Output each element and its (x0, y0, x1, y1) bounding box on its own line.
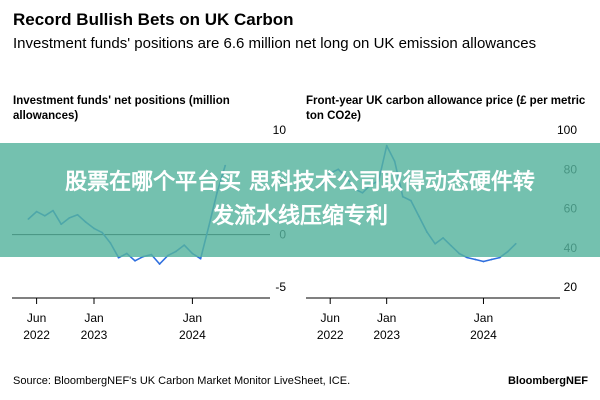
right-y-tick-label: 20 (564, 280, 578, 294)
left-x-tick-year: 2022 (23, 328, 50, 342)
left-x-tick-year: 2024 (179, 328, 206, 342)
right-x-tick-month: Jan (474, 311, 493, 325)
right-x-tick-month: Jun (321, 311, 340, 325)
left-data-point (134, 259, 136, 262)
left-data-point (158, 263, 161, 265)
left-x-tick-month: Jun (27, 311, 46, 325)
right-data-point (482, 260, 485, 263)
overlay-banner (0, 143, 600, 257)
chart-title: Record Bullish Bets on UK Carbon (13, 10, 294, 29)
right-panel-title: Front-year UK carbon allowance price (£ … (306, 95, 586, 122)
left-data-point (199, 257, 202, 260)
overlay-line-2: 发流水线压缩专利 (211, 204, 388, 229)
left-x-tick-month: Jan (183, 311, 202, 325)
right-data-point (474, 258, 477, 261)
right-data-point (466, 256, 469, 259)
left-y-tick-label: 10 (273, 123, 287, 137)
left-panel-title: Investment funds' net positions (million… (13, 95, 230, 122)
left-x-tick-month: Jan (84, 311, 103, 325)
left-x-tick-year: 2023 (81, 328, 108, 342)
right-x-tick-year: 2024 (470, 328, 497, 342)
overlay-line-1: 股票在哪个平台买 思科技术公司取得动态硬件转 (65, 170, 535, 195)
left-y-tick-label: -5 (275, 280, 286, 294)
right-data-point (498, 256, 501, 259)
right-x-tick-month: Jan (377, 311, 396, 325)
right-x-tick-year: 2023 (373, 328, 400, 342)
chart-subtitle: Investment funds' positions are 6.6 mill… (13, 35, 537, 52)
overlay-banner-text: 股票在哪个平台买 思科技术公司取得动态硬件转 发流水线压缩专利 (0, 166, 600, 234)
source-note: Source: BloombergNEF's UK Carbon Market … (13, 375, 351, 387)
left-data-point (117, 256, 120, 259)
brand-logo: BloombergNEF (507, 375, 588, 387)
right-data-point (490, 258, 493, 261)
right-x-tick-year: 2022 (317, 328, 344, 342)
right-y-tick-label: 100 (557, 123, 577, 137)
